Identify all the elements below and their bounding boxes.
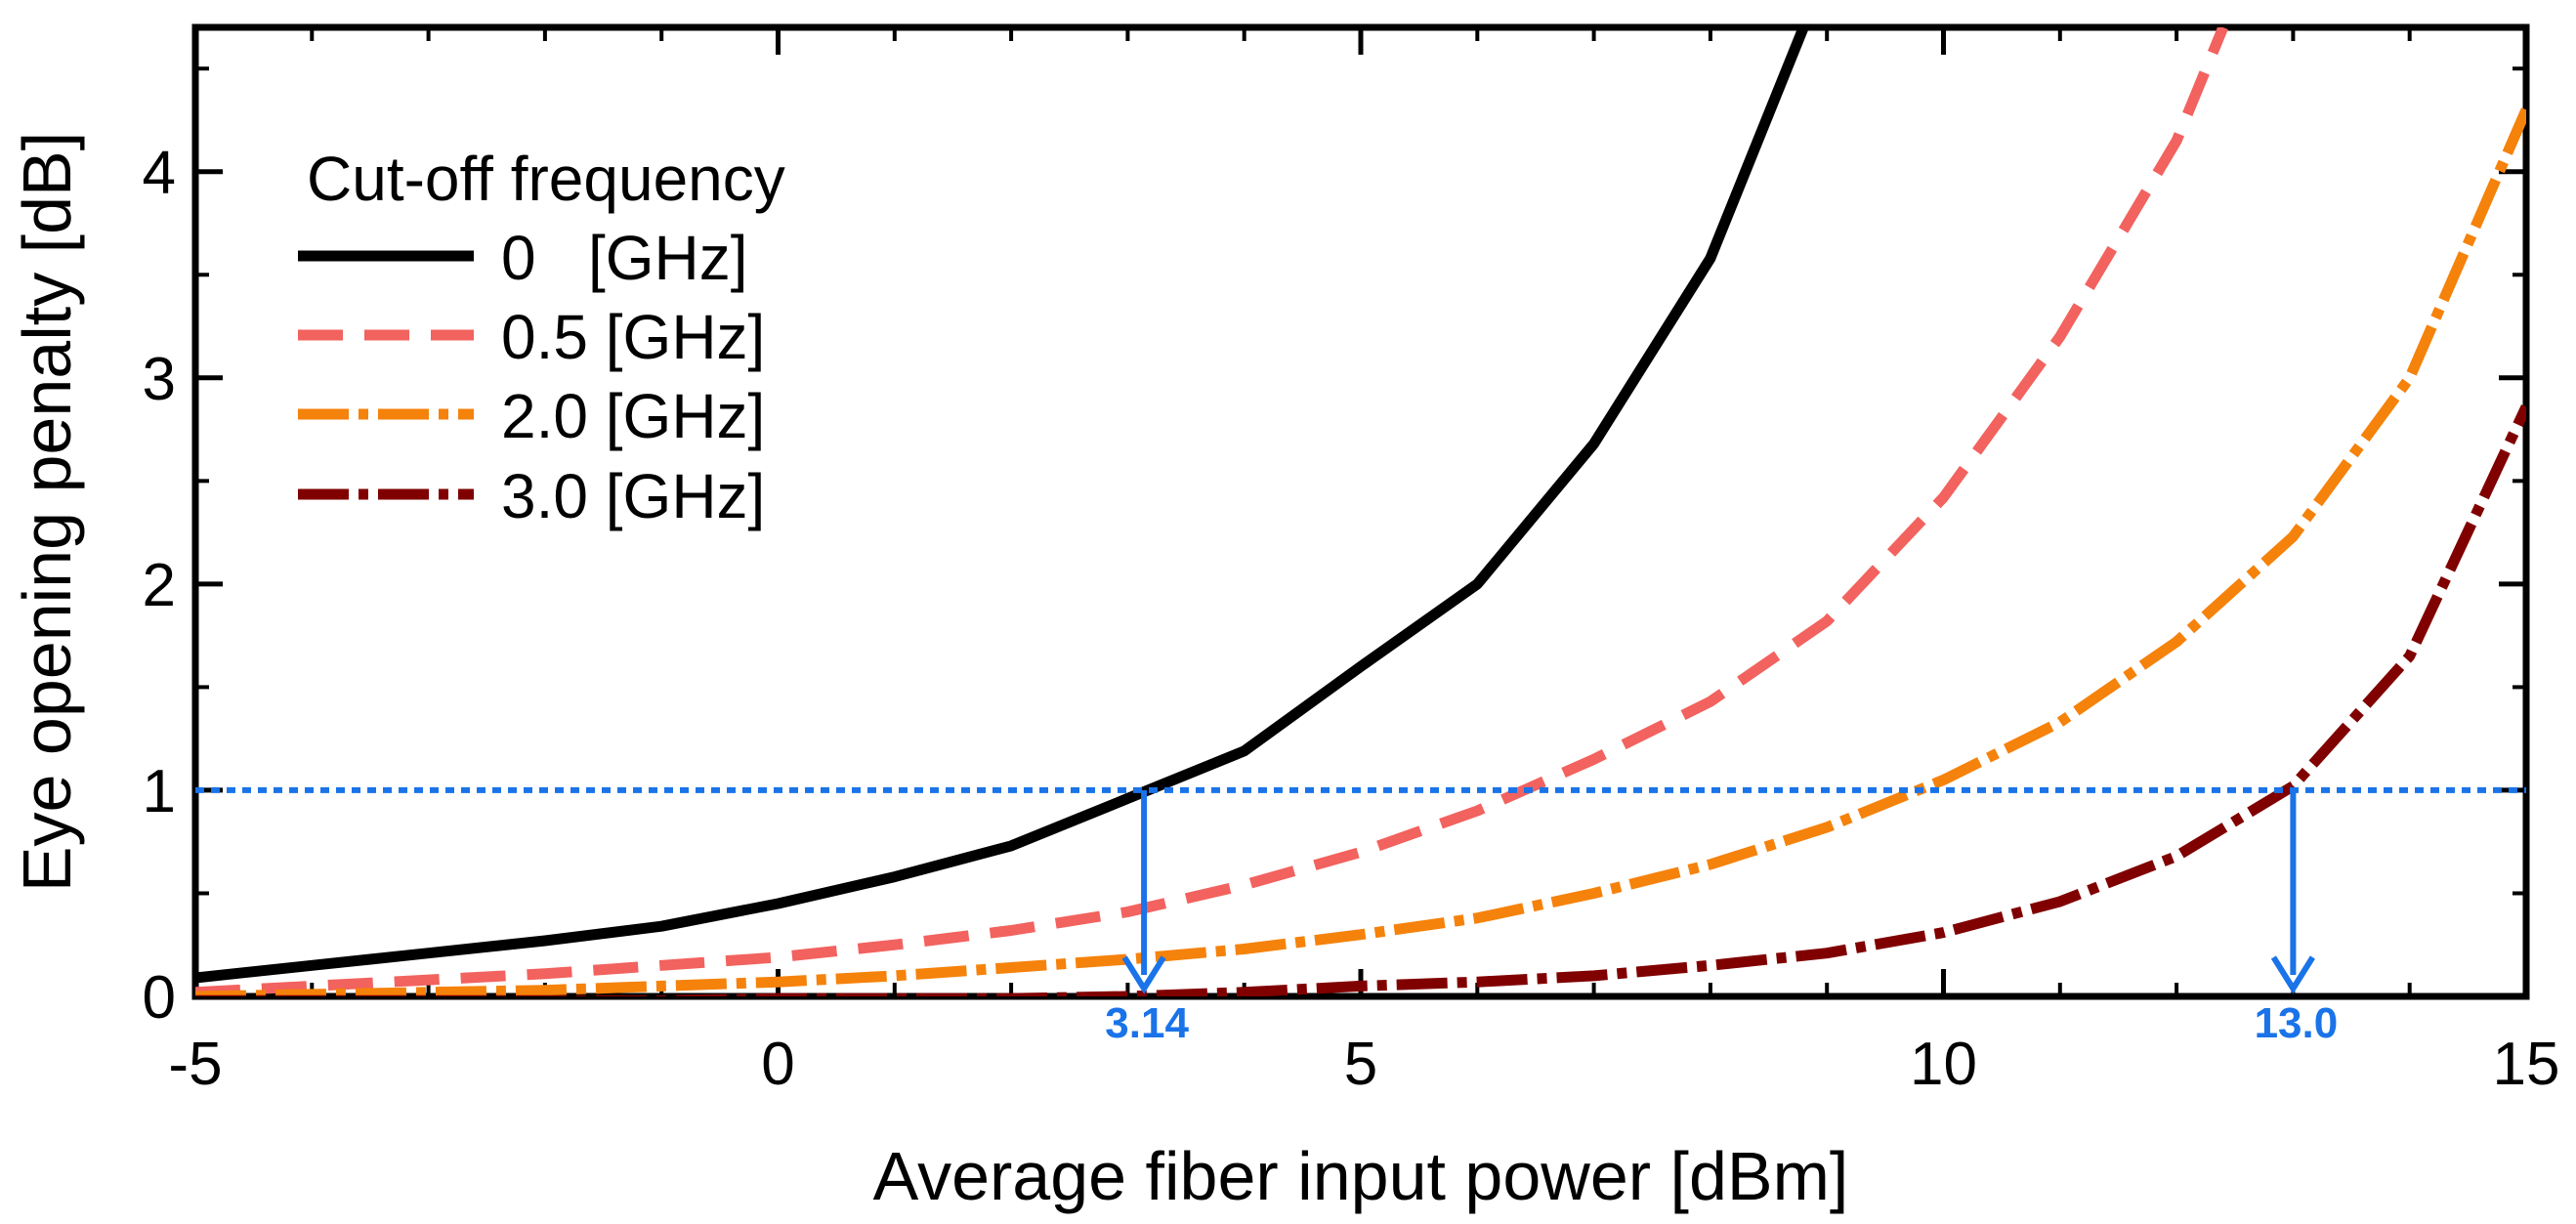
series-line-3-0-ghz (195, 404, 2526, 996)
x-tick-label: -5 (168, 1031, 222, 1098)
legend-label-0-5ghz: 0.5 [GHz] (501, 302, 765, 372)
x-axis-title: Average fiber input power [dBm] (873, 1138, 1849, 1214)
y-tick-label: 4 (143, 140, 176, 207)
series-line-0-ghz (195, 27, 1809, 984)
legend-label-0ghz: 0 [GHz] (501, 223, 748, 293)
annotation-label-3-14: 3.14 (1105, 999, 1189, 1047)
y-tick-label: 2 (143, 552, 176, 619)
legend-label-2-0ghz: 2.0 [GHz] (501, 381, 765, 451)
x-tick-label: 5 (1344, 1031, 1377, 1098)
legend-item-0-5ghz: 0.5 [GHz] (298, 302, 765, 372)
plot-frame (191, 23, 2530, 1000)
y-axis-title: Eye opening penalty [dB] (9, 132, 85, 892)
legend-label-3-0ghz: 3.0 [GHz] (501, 461, 765, 531)
x-tick-label: 10 (1910, 1031, 1977, 1098)
legend-item-0ghz: 0 [GHz] (298, 223, 748, 293)
y-tick-label: 1 (143, 758, 176, 825)
reference-layer: 3.14 13.0 (195, 786, 2526, 1047)
x-tick-label: 0 (761, 1031, 794, 1098)
annotation-arrowhead-13-0 (2270, 955, 2315, 994)
annotation-label-13-0: 13.0 (2255, 999, 2339, 1047)
y-tick-label: 3 (143, 346, 176, 413)
annotation-arrowhead-3-14 (1121, 955, 1166, 994)
series-layer (195, 27, 2526, 996)
y-tick-label: 0 (143, 964, 176, 1032)
legend-item-3-0ghz: 3.0 [GHz] (298, 461, 765, 531)
legend: Cut-off frequency 0 [GHz] 0.5 [GHz] 2.0 … (298, 144, 785, 531)
series-line-0-5-ghz (195, 27, 2228, 996)
legend-title: Cut-off frequency (307, 144, 785, 214)
series-line-2-0-ghz (195, 107, 2526, 996)
x-tick-label: 15 (2493, 1031, 2560, 1098)
legend-item-2-0ghz: 2.0 [GHz] (298, 381, 765, 451)
